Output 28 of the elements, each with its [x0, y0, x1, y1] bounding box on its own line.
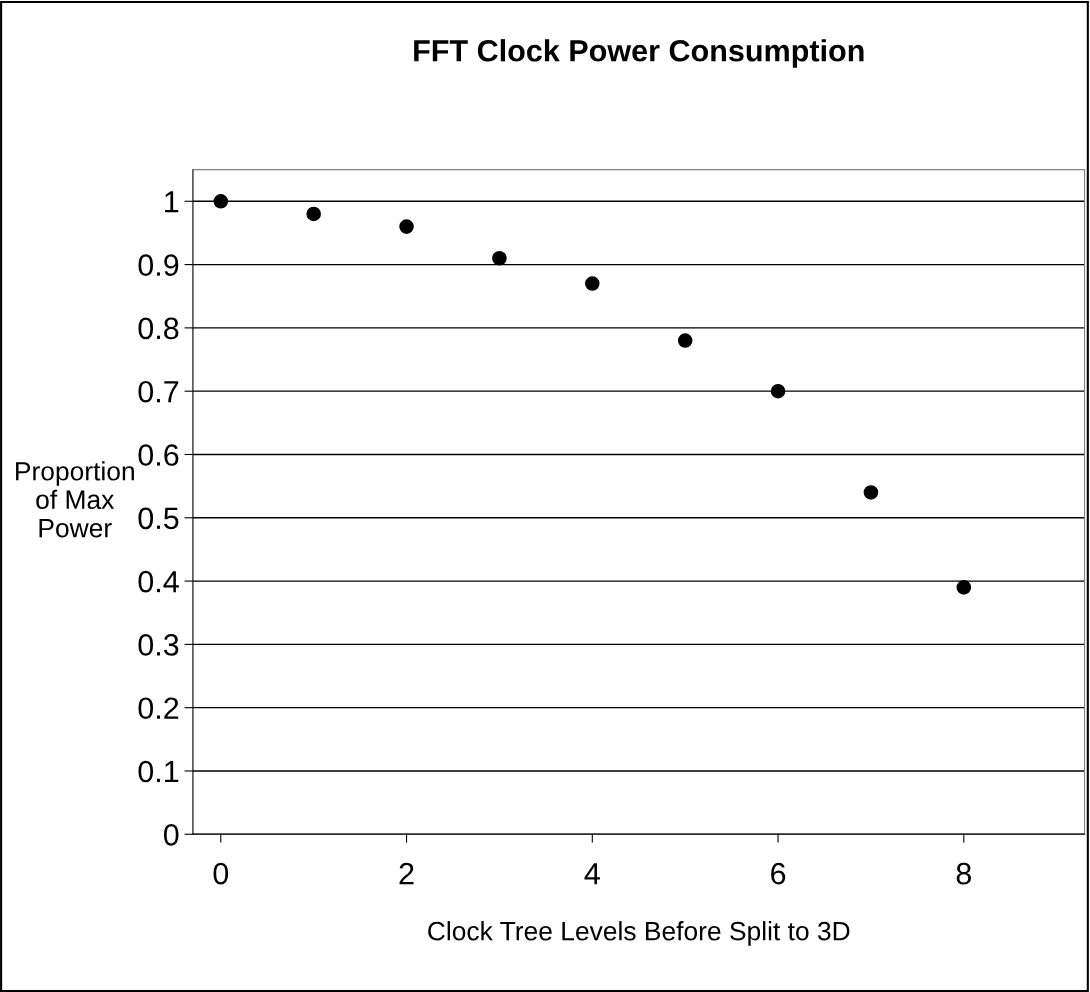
point: [213, 193, 229, 209]
point: [399, 219, 414, 234]
y-tick-label: 0.3: [138, 634, 179, 656]
y-tick-label: 0.6: [138, 444, 179, 466]
y-tick-label: 0.8: [138, 317, 179, 340]
y-tick-label: 0: [163, 824, 179, 846]
point: [585, 276, 600, 291]
y-tick-label: 0.2: [138, 697, 179, 720]
y-tick-label: 0.4: [138, 570, 179, 593]
point: [677, 333, 693, 348]
x-axis-title: Clock Tree Levels Before Split to 3D: [428, 921, 850, 946]
x-tick-label: 8: [956, 862, 971, 885]
y-tick-label: 1: [165, 191, 179, 213]
x-tick-label: 4: [584, 863, 600, 885]
chart-title: FFT Clock Power Consumption: [414, 39, 864, 68]
x-tick-label: 6: [771, 862, 786, 885]
point: [770, 383, 786, 399]
x-tick-label: 0: [213, 862, 229, 885]
y-tick-label: 0.5: [138, 507, 179, 530]
y-axis-title: Proportion of Max Power: [16, 461, 134, 538]
point: [306, 206, 321, 222]
y-tick-label: 0.1: [138, 760, 179, 783]
point: [492, 250, 507, 266]
point: [956, 580, 972, 595]
y-tick-label: 0.7: [138, 380, 179, 403]
point: [863, 485, 879, 500]
x-tick-label: 2: [399, 862, 414, 885]
y-tick-label: 0.9: [138, 254, 179, 276]
